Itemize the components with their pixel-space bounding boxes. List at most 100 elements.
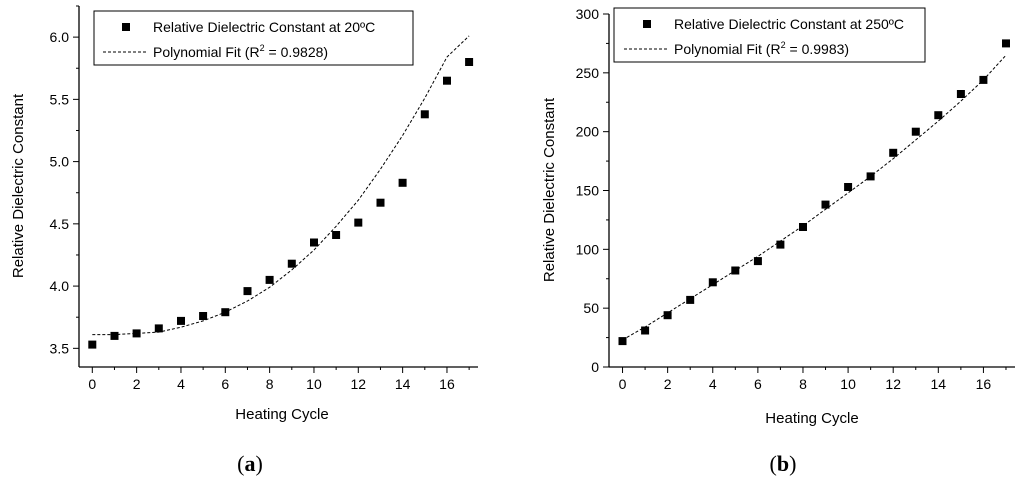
data-point [866, 172, 875, 181]
data-point [243, 287, 252, 296]
y-tick-label: 4.5 [50, 216, 70, 232]
axis-ticks: 0 2 4 6 8 10 12 14 16 3.5 4.0 4.5 5.0 5.5 6.0 [50, 5, 470, 392]
y-tick-label: 50 [583, 300, 599, 316]
legend-label-fit: Polynomial Fit (R2 = 0.9828) [153, 43, 328, 60]
x-tick-label: 16 [439, 376, 455, 392]
data-point [265, 275, 274, 284]
y-tick-label: 300 [576, 6, 600, 22]
data-point [708, 278, 717, 287]
data-point [443, 76, 451, 85]
data-point [686, 295, 695, 304]
data-point [1002, 39, 1010, 48]
legend-label-data: Relative Dielectric Constant at 20ºC [153, 19, 375, 35]
fit-label-superscript: 2 [260, 43, 265, 53]
panel-label-letter: b [777, 451, 789, 476]
legend: Relative Dielectric Constant at 20ºC Pol… [93, 10, 414, 66]
y-tick-label: 100 [576, 241, 600, 257]
data-point [287, 259, 296, 268]
data-point [956, 90, 965, 98]
polynomial-fit-line [622, 54, 1007, 341]
data-point [753, 257, 762, 266]
x-tick-label: 16 [976, 376, 992, 392]
panel-label-open-paren: ( [770, 451, 777, 476]
data-point [154, 324, 163, 333]
data-point [420, 110, 429, 119]
y-tick-label: 200 [576, 124, 600, 140]
x-tick-label: 14 [395, 376, 411, 392]
data-point [110, 331, 119, 340]
panel-label-close-paren: ) [256, 451, 263, 476]
x-tick-label: 10 [840, 376, 856, 392]
y-tick-label: 4.0 [50, 278, 70, 294]
data-point [663, 311, 672, 320]
y-tick-label: 6.0 [50, 29, 70, 45]
fit-label-prefix: Polynomial Fit (R [153, 44, 260, 60]
data-point [354, 218, 363, 227]
data-point [641, 326, 650, 335]
fit-label-superscript: 2 [781, 40, 786, 50]
y-axis-title: Relative Dielectric Constant [541, 97, 558, 282]
legend-marker-square [643, 20, 651, 28]
x-tick-label: 12 [351, 376, 367, 392]
legend-box [93, 10, 414, 66]
chart-panel-a: 0 2 4 6 8 10 12 14 16 3.5 4.0 4.5 5.0 5.5 6.0 Heating … [10, 5, 478, 476]
y-axis-title: Relative Dielectric Constant [10, 93, 27, 278]
data-marks [88, 35, 474, 349]
data-point [199, 312, 208, 320]
x-tick-label: 6 [754, 376, 762, 392]
x-tick-label: 8 [799, 376, 807, 392]
data-point [376, 198, 385, 207]
fit-label-suffix: = 0.9983) [786, 41, 849, 57]
panel-label-open-paren: ( [237, 451, 244, 476]
y-tick-label: 150 [576, 183, 600, 199]
data-point [221, 308, 230, 317]
x-tick-label: 2 [133, 376, 141, 392]
x-tick-label: 12 [885, 376, 901, 392]
fit-label-suffix: = 0.9828) [265, 44, 328, 60]
legend-label-fit: Polynomial Fit (R2 = 0.9983) [674, 40, 849, 57]
legend-marker-square [122, 23, 130, 31]
data-point [979, 75, 988, 84]
x-tick-label: 14 [931, 376, 947, 392]
y-tick-label: 0 [591, 359, 599, 375]
data-point [911, 127, 920, 136]
y-tick-label: 250 [576, 65, 600, 81]
x-tick-label: 10 [306, 376, 322, 392]
data-point [465, 58, 474, 66]
x-axis-title: Heating Cycle [235, 406, 328, 423]
data-point [398, 178, 407, 187]
x-tick-label: 6 [221, 376, 229, 392]
data-point [618, 337, 627, 346]
data-marks [618, 39, 1010, 346]
data-point [88, 340, 97, 349]
panel-label-letter: a [245, 451, 256, 476]
axis-ticks: 0 2 4 6 8 10 12 14 16 0 50 100 150 200 250 300 [576, 6, 1007, 392]
panel-label-a: (a) [237, 451, 263, 476]
x-tick-label: 0 [619, 376, 627, 392]
data-point [821, 200, 830, 209]
fit-label-prefix: Polynomial Fit (R [674, 41, 781, 57]
x-tick-label: 0 [88, 376, 96, 392]
x-tick-label: 4 [709, 376, 717, 392]
x-tick-label: 8 [266, 376, 274, 392]
data-point [799, 223, 807, 231]
data-point [132, 329, 141, 338]
data-point [332, 231, 341, 239]
x-axis-title: Heating Cycle [765, 410, 858, 427]
legend-box [613, 7, 926, 63]
x-tick-label: 4 [177, 376, 185, 392]
data-point [844, 183, 853, 191]
data-point [310, 238, 318, 247]
legend: Relative Dielectric Constant at 250ºC Po… [613, 7, 926, 63]
legend-label-data: Relative Dielectric Constant at 250ºC [674, 16, 904, 32]
data-point [776, 240, 785, 249]
x-tick-label: 2 [664, 376, 672, 392]
y-tick-label: 5.5 [50, 91, 70, 107]
data-point [177, 316, 185, 325]
y-tick-label: 5.0 [50, 154, 70, 170]
panel-label-b: (b) [770, 451, 797, 476]
polynomial-fit-line [92, 35, 470, 336]
data-point [731, 266, 740, 275]
chart-panel-b: 0 2 4 6 8 10 12 14 16 0 50 100 150 200 250 300 Heating … [541, 6, 1015, 476]
